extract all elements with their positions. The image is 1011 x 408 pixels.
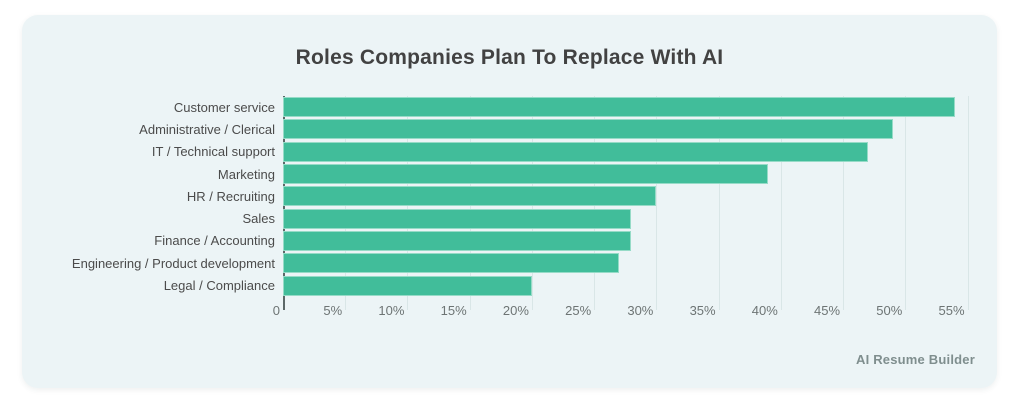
category-label: HR / Recruiting: [186, 188, 275, 204]
bar-row: HR / Recruiting: [22, 185, 997, 207]
x-tick-label: 45%: [814, 303, 841, 318]
bar-track: [283, 186, 975, 207]
bar: [283, 230, 632, 251]
category-label: Marketing: [217, 166, 275, 182]
bar: [283, 164, 769, 185]
x-tick-label: 40%: [751, 303, 778, 318]
category-label: Administrative / Clerical: [139, 121, 275, 137]
x-tick-label: 20%: [502, 303, 529, 318]
category-label: Engineering / Product development: [71, 255, 275, 271]
bar-row: Engineering / Product development: [22, 252, 997, 274]
bar: [283, 141, 868, 162]
bar-rows: Customer service Administrative / Clerica…: [22, 96, 997, 297]
bar-row: Administrative / Clerical: [22, 118, 997, 140]
bar-row: Marketing: [22, 163, 997, 185]
x-tick-label: 0: [272, 303, 280, 318]
bar: [283, 97, 956, 118]
category-label: Sales: [242, 211, 275, 227]
x-tick-label: 30%: [627, 303, 654, 318]
x-tick-label: 15%: [440, 303, 467, 318]
bar-track: [283, 141, 975, 162]
chart-title: Roles Companies Plan To Replace With AI: [295, 46, 724, 69]
category-label: IT / Technical support: [151, 144, 275, 160]
x-tick-label: 10%: [378, 303, 405, 318]
bar: [283, 186, 657, 207]
x-tick-label: 35%: [689, 303, 716, 318]
x-tick-label: 55%: [938, 303, 965, 318]
bar: [283, 253, 620, 274]
x-axis-ticks: 0 5% 10% 15% 20% 25% 30% 35% 40% 45% 50% 55%: [273, 303, 975, 319]
x-tick-label: 25%: [565, 303, 592, 318]
category-label: Customer service: [173, 99, 275, 115]
category-label: Finance / Accounting: [154, 233, 275, 249]
bar-row: Legal / Compliance: [22, 274, 997, 296]
x-tick-label: 50%: [876, 303, 903, 318]
chart-card: Roles Companies Plan To Replace With AI …: [22, 15, 997, 388]
bar-track: [283, 164, 975, 185]
bar-track: [283, 230, 975, 251]
bar-track: [283, 119, 975, 140]
bar-track: [283, 275, 975, 296]
bar-row: Sales: [22, 207, 997, 229]
bar-track: [283, 253, 975, 274]
category-label: Legal / Compliance: [163, 278, 275, 294]
bar-row: Customer service: [22, 96, 997, 118]
x-tick-label: 5%: [323, 303, 343, 318]
bar-track: [283, 208, 975, 229]
bar-row: Finance / Accounting: [22, 230, 997, 252]
bar: [283, 208, 632, 229]
source-label: AI Resume Builder: [856, 352, 975, 367]
bar-row: IT / Technical support: [22, 141, 997, 163]
bar-track: [283, 97, 975, 118]
bar: [283, 119, 893, 140]
bar: [283, 275, 532, 296]
